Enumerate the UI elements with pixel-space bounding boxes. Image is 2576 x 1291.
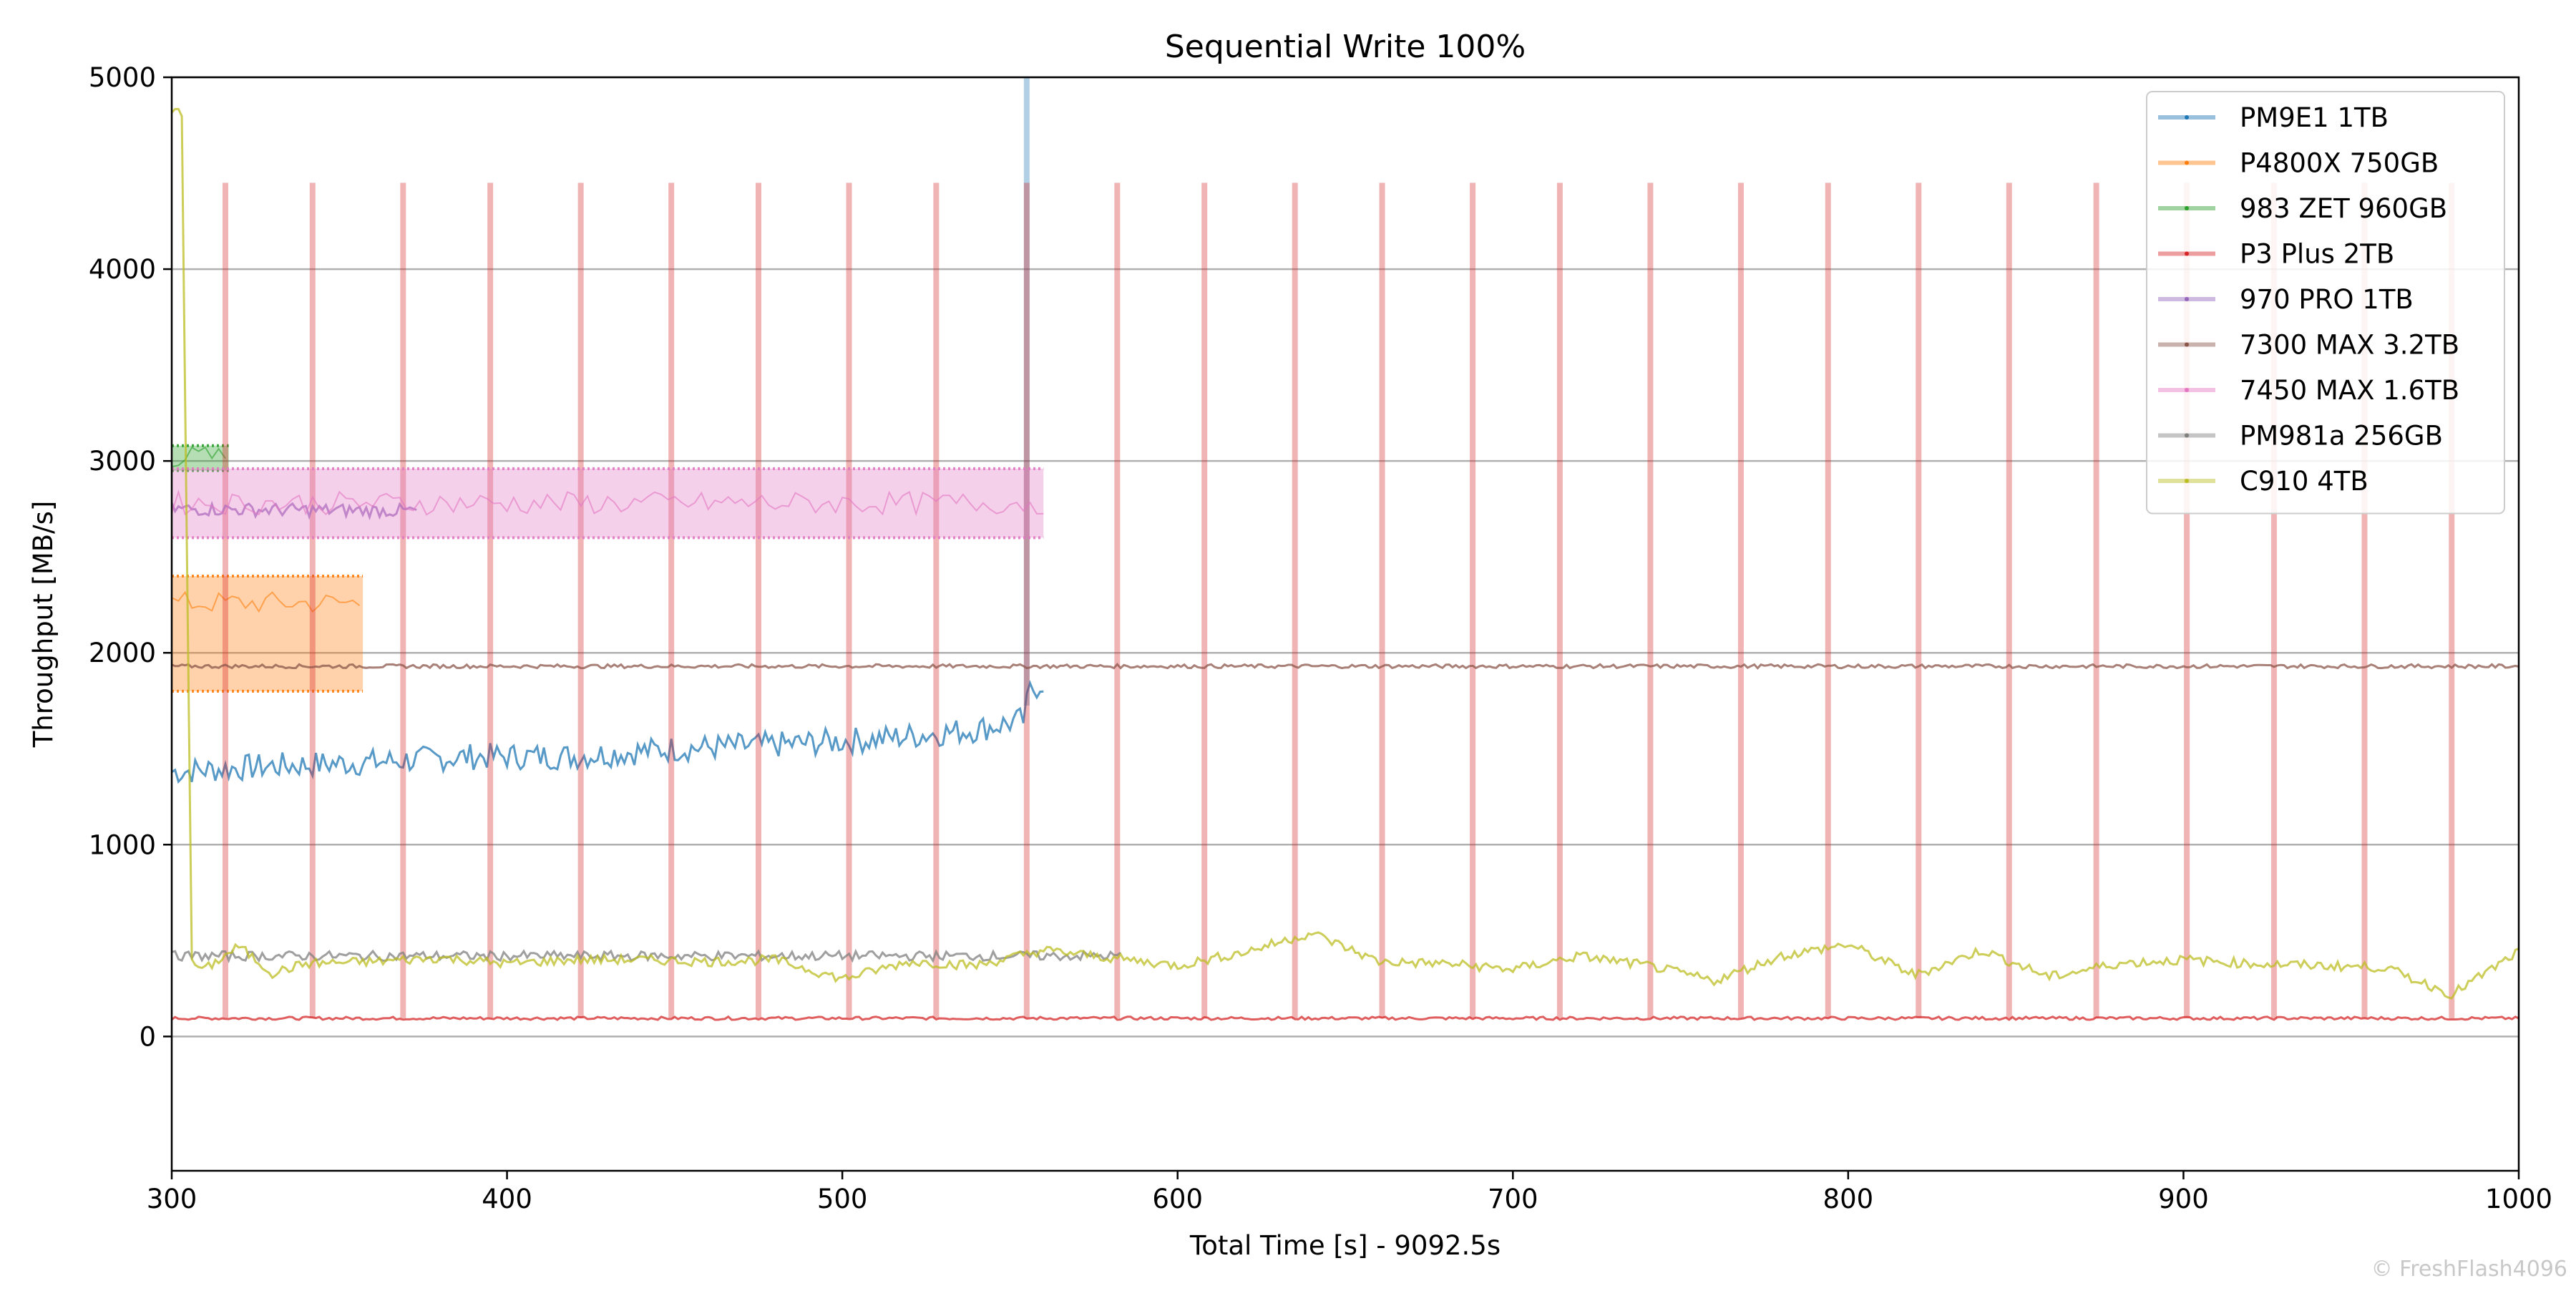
series-band — [172, 445, 229, 471]
ticks-layer: 0 1000 2000 3000 4000 5000 300 400 500 600 700 800 9… — [89, 62, 2552, 1214]
series-spike — [222, 182, 228, 1018]
series-983-zet-960gb — [172, 444, 229, 472]
series-band — [172, 575, 364, 691]
series-spike — [2006, 182, 2012, 1018]
legend-item-p3-plus-2tb: P3 Plus 2TB — [2158, 239, 2394, 270]
x-tick-label: 600 — [1152, 1184, 1203, 1214]
legend-label: 7300 MAX 3.2TB — [2240, 330, 2459, 361]
legend-label: 7450 MAX 1.6TB — [2240, 375, 2459, 406]
series-spike — [846, 182, 852, 1018]
series-spike — [400, 182, 406, 1018]
legend-label: P3 Plus 2TB — [2240, 239, 2394, 270]
x-tick-label: 800 — [1823, 1184, 1874, 1214]
legend-marker — [2185, 479, 2189, 483]
series-spike — [1825, 182, 1831, 1018]
series-spike — [1737, 182, 1744, 1018]
series-line — [172, 590, 361, 613]
legend-label: PM9E1 1TB — [2240, 102, 2389, 133]
series-spike — [1916, 182, 1922, 1018]
y-tick-label: 5000 — [89, 62, 156, 93]
watermark: © FreshFlash4096 — [2371, 1257, 2567, 1282]
legend-item-pm981a-256gb: PM981a 256GB — [2158, 421, 2443, 452]
series-layer — [172, 77, 2519, 1021]
x-tick-label: 400 — [482, 1184, 532, 1214]
legend-box — [2146, 91, 2505, 515]
x-tick-label: 1000 — [2485, 1184, 2552, 1214]
legend-item-7300-max-3-2tb: 7300 MAX 3.2TB — [2158, 330, 2459, 361]
series-spike — [1023, 182, 1030, 1018]
series-spike — [1201, 182, 1208, 1018]
series-spike — [1470, 182, 1476, 1018]
series-pm9e1-1tb — [172, 77, 1044, 784]
series-p4800x-750gb — [172, 574, 364, 693]
legend-item-pm9e1-1tb: PM9E1 1TB — [2158, 102, 2389, 133]
legend-item-p4800x-750gb: P4800X 750GB — [2158, 148, 2439, 179]
series-spike — [1023, 77, 1030, 706]
legend-label: PM981a 256GB — [2240, 421, 2443, 452]
legend-label: C910 4TB — [2240, 466, 2368, 497]
series-spike — [1556, 182, 1563, 1018]
series-spike — [2093, 182, 2099, 1018]
x-tick-label: 500 — [817, 1184, 868, 1214]
legend-marker — [2185, 160, 2189, 165]
x-axis-label: Total Time [s] - 9092.5s — [1189, 1230, 1501, 1261]
y-axis-label: Throughput [MB/s] — [28, 501, 59, 749]
series-c910-4tb — [172, 107, 2519, 1000]
legend-item-7450-max-1-6tb: 7450 MAX 1.6TB — [2158, 375, 2459, 406]
legend-marker — [2185, 342, 2189, 347]
series-7300-max-3-2tb — [172, 663, 2519, 670]
series-pm981a-256gb — [172, 948, 1121, 964]
series-line — [172, 1015, 2519, 1021]
plot-frame — [170, 76, 2520, 1172]
series-spike — [668, 182, 675, 1018]
legend-label: P4800X 750GB — [2240, 148, 2439, 179]
legend-item-c910-4tb: C910 4TB — [2158, 466, 2368, 497]
y-tick-label: 2000 — [89, 638, 156, 668]
series-line — [172, 948, 1121, 964]
series-spike — [1292, 182, 1298, 1018]
series-spike — [577, 182, 584, 1018]
legend: PM9E1 1TB P4800X 750GB 983 ZET 960GB P3 Plu… — [2146, 91, 2505, 515]
series-spike — [487, 182, 494, 1018]
series-spike — [2449, 182, 2455, 1018]
series-spike — [309, 182, 316, 1018]
chart-title: Sequential Write 100% — [1165, 29, 1526, 65]
series-spike — [1647, 182, 1654, 1018]
y-tick-label: 1000 — [89, 829, 156, 860]
series-p3-plus-2tb — [172, 182, 2519, 1021]
series-spike — [2361, 182, 2368, 1018]
y-tick-label: 0 — [139, 1021, 156, 1052]
y-tick-label: 4000 — [89, 254, 156, 285]
legend-marker — [2185, 433, 2189, 438]
legend-label: 970 PRO 1TB — [2240, 284, 2414, 315]
legend-item-970-pro-1tb: 970 PRO 1TB — [2158, 284, 2414, 315]
series-line — [172, 663, 2519, 670]
legend-item-983-zet-960gb: 983 ZET 960GB — [2158, 193, 2447, 224]
legend-marker — [2185, 206, 2189, 210]
series-spike — [756, 182, 761, 1018]
legend-marker — [2185, 297, 2189, 301]
series-line — [172, 446, 226, 468]
series-line — [172, 680, 1044, 784]
series-spike — [2184, 182, 2190, 1018]
x-tick-label: 700 — [1488, 1184, 1538, 1214]
series-spike — [1379, 182, 1385, 1018]
y-tick-label: 3000 — [89, 446, 156, 477]
series-7450-max-1-6tb — [172, 467, 1044, 540]
x-tick-label: 900 — [2158, 1184, 2209, 1214]
legend-label: 983 ZET 960GB — [2240, 193, 2447, 224]
legend-marker — [2185, 115, 2189, 120]
x-tick-label: 300 — [147, 1184, 197, 1214]
series-spike — [2270, 182, 2277, 1018]
series-spike — [1114, 182, 1121, 1018]
series-line — [172, 489, 1044, 517]
legend-marker — [2185, 388, 2189, 392]
series-spike — [933, 182, 940, 1018]
series-line — [172, 107, 2519, 1000]
legend-marker — [2185, 251, 2189, 256]
